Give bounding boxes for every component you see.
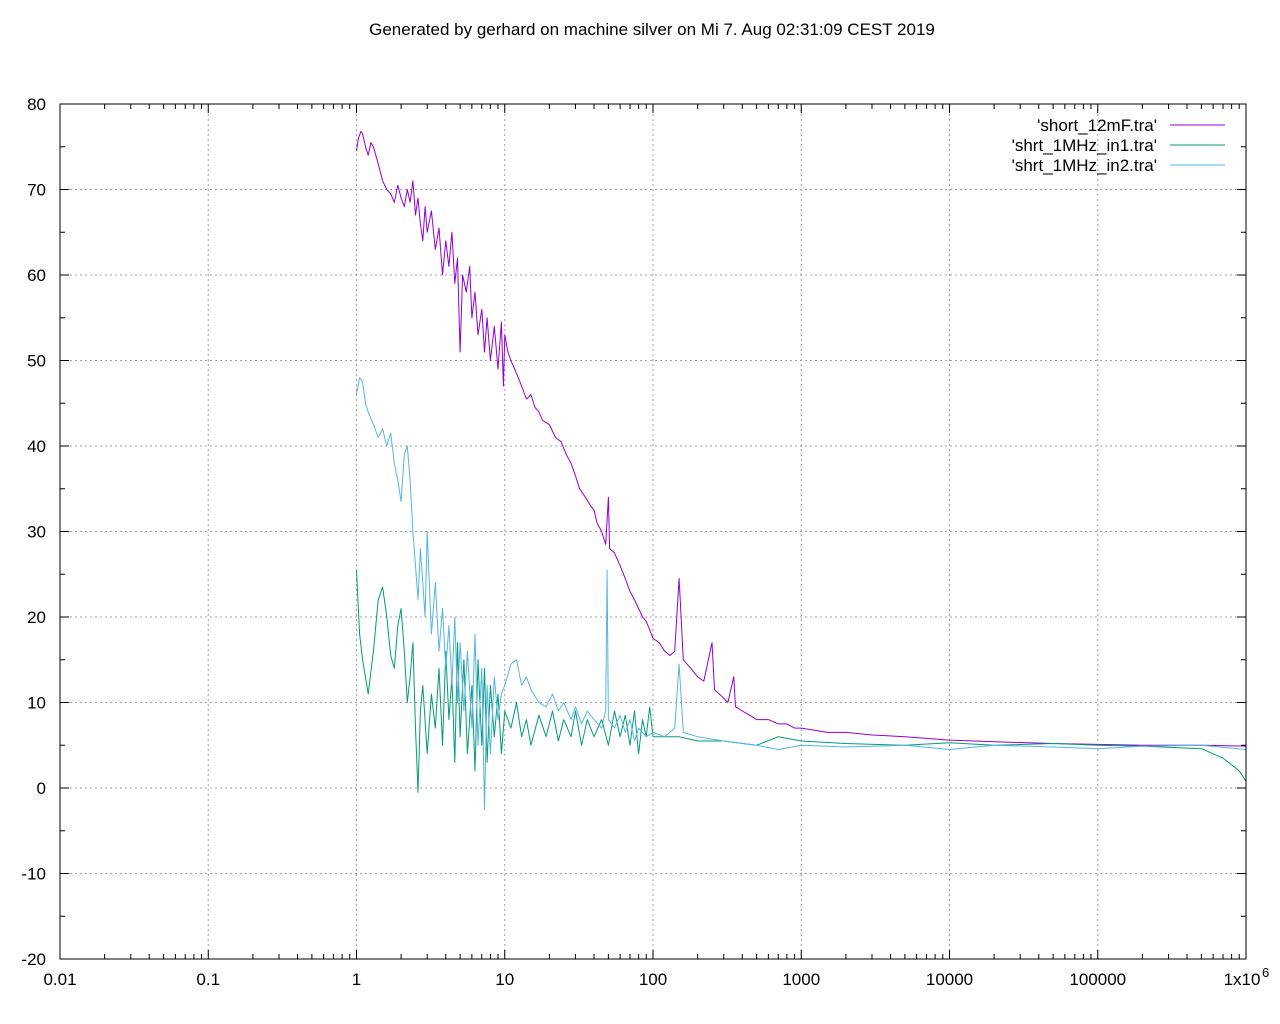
series-line-1 xyxy=(356,130,1247,747)
x-tick-label: 1000 xyxy=(782,970,820,989)
x-tick-label: 1x10 xyxy=(1224,970,1261,989)
x-tick-label: 1 xyxy=(352,970,361,989)
y-tick-label: 80 xyxy=(27,95,46,114)
y-tick-label: -20 xyxy=(21,950,46,969)
y-tick-label: 40 xyxy=(27,437,46,456)
x-tick-label: 10 xyxy=(495,970,514,989)
y-tick-label: -10 xyxy=(21,865,46,884)
y-tick-label: 10 xyxy=(27,694,46,713)
y-tick-label: 60 xyxy=(27,266,46,285)
axis-ticks xyxy=(59,103,1247,960)
series-line-2 xyxy=(356,569,1247,793)
legend: 'short_12mF.tra''shrt_1MHz_in1.tra''shrt… xyxy=(1012,116,1225,175)
y-tick-label: 50 xyxy=(27,352,46,371)
x-tick-exponent: 6 xyxy=(1262,965,1269,980)
data-series xyxy=(356,130,1247,810)
y-tick-label: 70 xyxy=(27,181,46,200)
x-tick-label: 0.1 xyxy=(196,970,220,989)
y-tick-label: 20 xyxy=(27,608,46,627)
x-tick-labels: 0.01 0.1 1 10 100 1000 10000 100000 1x10 6 xyxy=(43,965,1269,989)
grid-lines xyxy=(60,104,1246,959)
y-tick-labels: 80 70 60 50 40 30 20 10 0 -10 -20 xyxy=(21,95,46,969)
chart-title: Generated by gerhard on machine silver o… xyxy=(369,20,935,39)
y-tick-label: 30 xyxy=(27,523,46,542)
y-tick-label: 0 xyxy=(37,779,46,798)
x-tick-label: 0.01 xyxy=(43,970,76,989)
legend-entry-label: 'shrt_1MHz_in2.tra' xyxy=(1012,156,1157,175)
series-line-3 xyxy=(356,377,1247,810)
legend-entry-label: 'short_12mF.tra' xyxy=(1037,116,1157,135)
legend-entry-label: 'shrt_1MHz_in1.tra' xyxy=(1012,136,1157,155)
x-tick-label: 100 xyxy=(639,970,667,989)
x-tick-label: 10000 xyxy=(926,970,973,989)
x-tick-label: 100000 xyxy=(1069,970,1126,989)
